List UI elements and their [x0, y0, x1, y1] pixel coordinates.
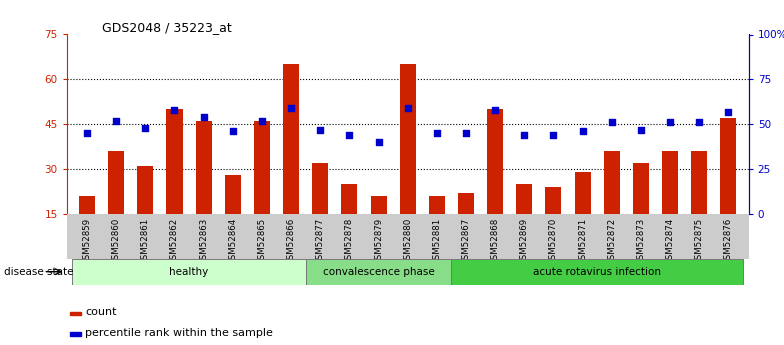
Text: GSM52874: GSM52874 — [666, 217, 674, 265]
Point — [518, 132, 531, 138]
Text: GSM52873: GSM52873 — [637, 217, 645, 265]
Bar — [371, 196, 387, 214]
Bar — [108, 151, 124, 214]
Bar — [79, 196, 95, 214]
Bar — [452, 259, 743, 285]
Bar — [70, 312, 81, 315]
Point — [664, 120, 677, 125]
Bar — [691, 151, 707, 214]
Bar — [312, 163, 328, 214]
Bar — [516, 184, 532, 214]
Text: GSM52862: GSM52862 — [170, 217, 179, 265]
Point — [459, 130, 472, 136]
Text: GSM52867: GSM52867 — [462, 217, 470, 265]
Text: GSM52864: GSM52864 — [228, 217, 238, 265]
Text: GSM52871: GSM52871 — [578, 217, 587, 265]
Text: GSM52866: GSM52866 — [287, 217, 296, 265]
Point — [722, 109, 735, 115]
Point — [314, 127, 326, 132]
Bar — [283, 65, 299, 214]
Text: GSM52860: GSM52860 — [111, 217, 121, 265]
Point — [372, 139, 385, 145]
Point — [401, 105, 414, 111]
Point — [576, 129, 589, 134]
Bar — [604, 151, 619, 214]
Text: GSM52865: GSM52865 — [257, 217, 267, 265]
Bar — [254, 121, 270, 214]
Point — [547, 132, 560, 138]
Bar — [487, 109, 503, 214]
Point — [285, 105, 297, 111]
Point — [489, 107, 502, 112]
Bar — [225, 175, 241, 214]
Text: disease state: disease state — [4, 267, 74, 277]
Point — [169, 107, 181, 112]
Bar — [306, 259, 452, 285]
Text: GDS2048 / 35223_at: GDS2048 / 35223_at — [102, 21, 231, 34]
Bar — [633, 163, 649, 214]
Text: GSM52875: GSM52875 — [695, 217, 704, 265]
Text: GSM52877: GSM52877 — [316, 217, 325, 265]
Bar — [341, 184, 358, 214]
Bar — [662, 151, 678, 214]
Bar — [429, 196, 445, 214]
Text: GSM52881: GSM52881 — [432, 217, 441, 265]
Point — [139, 125, 151, 130]
Point — [256, 118, 268, 124]
Bar — [196, 121, 212, 214]
Bar — [137, 166, 154, 214]
Text: percentile rank within the sample: percentile rank within the sample — [85, 328, 274, 338]
Text: GSM52868: GSM52868 — [491, 217, 499, 265]
Bar — [720, 118, 736, 214]
Text: GSM52876: GSM52876 — [724, 217, 733, 265]
Text: count: count — [85, 307, 117, 317]
Point — [693, 120, 706, 125]
Point — [634, 127, 647, 132]
Text: convalescence phase: convalescence phase — [323, 267, 434, 277]
Bar — [166, 109, 183, 214]
Text: GSM52870: GSM52870 — [549, 217, 558, 265]
Bar — [546, 187, 561, 214]
Text: GSM52880: GSM52880 — [403, 217, 412, 265]
Bar — [400, 65, 416, 214]
Bar — [458, 193, 474, 214]
Text: GSM52879: GSM52879 — [374, 217, 383, 265]
Point — [605, 120, 618, 125]
Bar — [70, 332, 81, 336]
Text: GSM52861: GSM52861 — [141, 217, 150, 265]
Bar — [575, 172, 590, 214]
Text: GSM52863: GSM52863 — [199, 217, 208, 265]
Point — [343, 132, 356, 138]
Point — [430, 130, 443, 136]
Point — [227, 129, 239, 134]
Text: GSM52872: GSM52872 — [608, 217, 616, 265]
Text: healthy: healthy — [169, 267, 209, 277]
Text: GSM52859: GSM52859 — [82, 217, 92, 265]
Text: acute rotavirus infection: acute rotavirus infection — [533, 267, 661, 277]
Text: GSM52869: GSM52869 — [520, 217, 528, 265]
Text: GSM52878: GSM52878 — [345, 217, 354, 265]
Point — [81, 130, 93, 136]
Bar — [72, 259, 306, 285]
Point — [198, 114, 210, 120]
Point — [110, 118, 122, 124]
